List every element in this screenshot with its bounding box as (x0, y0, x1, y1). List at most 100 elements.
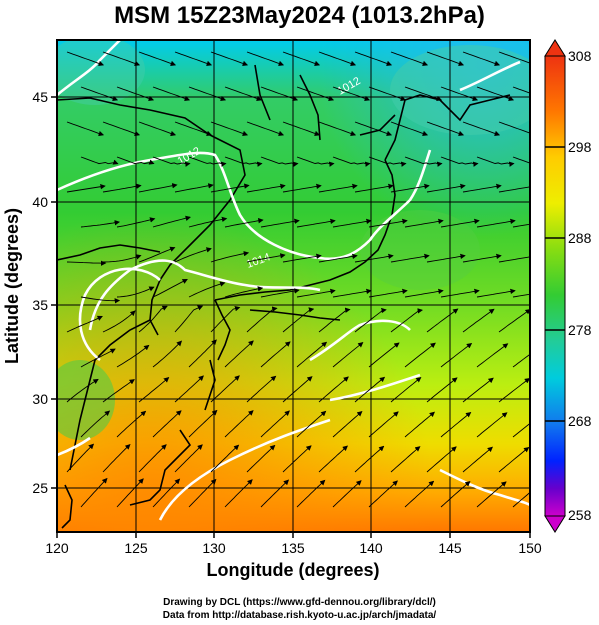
streamline (498, 256, 530, 263)
y-tick-label: 25 (32, 480, 48, 496)
streamline (80, 477, 108, 508)
streamline (116, 344, 150, 368)
streamline (296, 479, 326, 508)
streamline (440, 156, 479, 167)
streamline (426, 253, 466, 263)
streamline (246, 306, 278, 333)
streamline (354, 183, 394, 193)
streamline (102, 254, 142, 263)
streamline (296, 288, 336, 298)
streamline (224, 156, 263, 167)
streamline (426, 446, 457, 473)
y-tick-label: 35 (32, 297, 48, 313)
streamline (66, 443, 95, 473)
streamline (224, 86, 263, 101)
streamline (404, 156, 443, 167)
streamline (174, 247, 212, 263)
streamline (188, 478, 217, 508)
colorbar-label: 308 (568, 48, 592, 64)
streamline (80, 86, 119, 101)
streamline (440, 288, 480, 298)
streamline (318, 121, 357, 136)
colorbar (544, 39, 566, 533)
streamline (512, 491, 530, 508)
streamline (332, 288, 372, 298)
streamline (390, 377, 422, 403)
streamline (152, 478, 181, 508)
streamline (102, 51, 141, 66)
streamline (174, 183, 214, 193)
streamline (476, 86, 515, 101)
streamline (390, 253, 430, 263)
streamline (404, 86, 443, 101)
streamline (282, 253, 322, 263)
streamline (260, 86, 299, 101)
streamline (462, 121, 501, 136)
streamline (116, 86, 155, 101)
streamline (188, 409, 218, 438)
streamline (210, 121, 249, 136)
streamline (66, 315, 103, 333)
streamline (224, 410, 254, 438)
streamline (246, 183, 286, 193)
streamline (498, 186, 530, 193)
x-tick-label: 140 (359, 540, 383, 556)
credit-drawing: Drawing by DCL (https://www.gfd-dennou.o… (163, 597, 436, 608)
y-tick-label: 45 (32, 89, 48, 105)
streamline (462, 183, 502, 193)
streamline (282, 51, 321, 66)
credit-data: Data from http://database.rish.kyoto-u.a… (162, 610, 437, 621)
streamline (390, 183, 430, 193)
streamline (390, 121, 429, 136)
colorbar-labels: 308 298 288 278 268 258 (568, 48, 592, 523)
streamline (368, 218, 408, 228)
streamline (260, 341, 291, 368)
streamline (80, 296, 121, 304)
streamline (188, 216, 228, 228)
map-title: MSM 15Z23May2024 (1013.2hPa) (114, 2, 485, 29)
x-tick-label: 135 (281, 540, 305, 556)
streamline (80, 220, 120, 228)
streamline (174, 305, 204, 333)
x-tick-label: 120 (45, 540, 69, 556)
x-axis-title: Longitude (degrees) (206, 560, 379, 580)
streamline (512, 223, 530, 228)
streamline (102, 310, 136, 333)
streamline (440, 411, 472, 438)
y-tick-label: 30 (32, 391, 48, 407)
wind-streamlines (66, 51, 530, 508)
streamline (66, 378, 99, 403)
streamline (354, 51, 393, 66)
streamline (512, 293, 530, 298)
streamline (354, 253, 394, 263)
streamline (296, 86, 335, 101)
streamline (318, 253, 358, 263)
streamline (462, 446, 493, 473)
streamline (404, 218, 444, 228)
streamline (462, 253, 502, 263)
streamline (102, 121, 141, 137)
streamline (260, 218, 300, 228)
streamline (318, 51, 357, 66)
streamline (440, 342, 473, 368)
streamline (282, 376, 313, 403)
streamline (174, 375, 204, 403)
streamline (80, 348, 116, 368)
streamline (116, 156, 155, 165)
streamline (138, 51, 177, 66)
streamline (476, 218, 516, 228)
streamline (174, 444, 203, 473)
streamline (440, 218, 480, 228)
streamline (152, 215, 191, 228)
streamline (498, 446, 530, 473)
streamline (152, 86, 191, 101)
streamline (224, 286, 264, 298)
colorbar-bottom-arrow (544, 515, 566, 533)
streamline (66, 184, 106, 193)
streamline (152, 340, 183, 368)
streamline (332, 218, 372, 228)
streamline (138, 183, 178, 193)
streamline (66, 260, 107, 266)
streamline (390, 308, 423, 333)
